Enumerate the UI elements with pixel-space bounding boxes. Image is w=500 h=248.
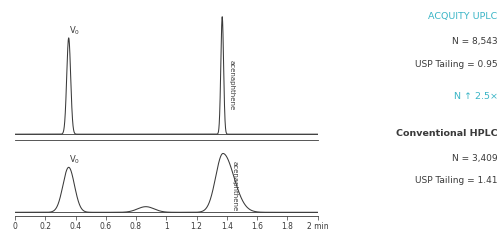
Text: N ↑ 2.5×: N ↑ 2.5× xyxy=(454,92,498,101)
Text: V$_0$: V$_0$ xyxy=(70,154,80,166)
Text: V$_0$: V$_0$ xyxy=(70,24,80,37)
Text: ACQUITY UPLC: ACQUITY UPLC xyxy=(428,12,498,21)
Text: acenaphthene: acenaphthene xyxy=(229,60,235,110)
Text: USP Tailing = 0.95: USP Tailing = 0.95 xyxy=(415,60,498,68)
Text: N = 3,409: N = 3,409 xyxy=(452,154,498,163)
Text: Conventional HPLC: Conventional HPLC xyxy=(396,129,498,138)
Text: USP Tailing = 1.41: USP Tailing = 1.41 xyxy=(415,176,498,185)
Text: N = 8,543: N = 8,543 xyxy=(452,37,498,46)
Text: acenaphthene: acenaphthene xyxy=(232,161,237,212)
